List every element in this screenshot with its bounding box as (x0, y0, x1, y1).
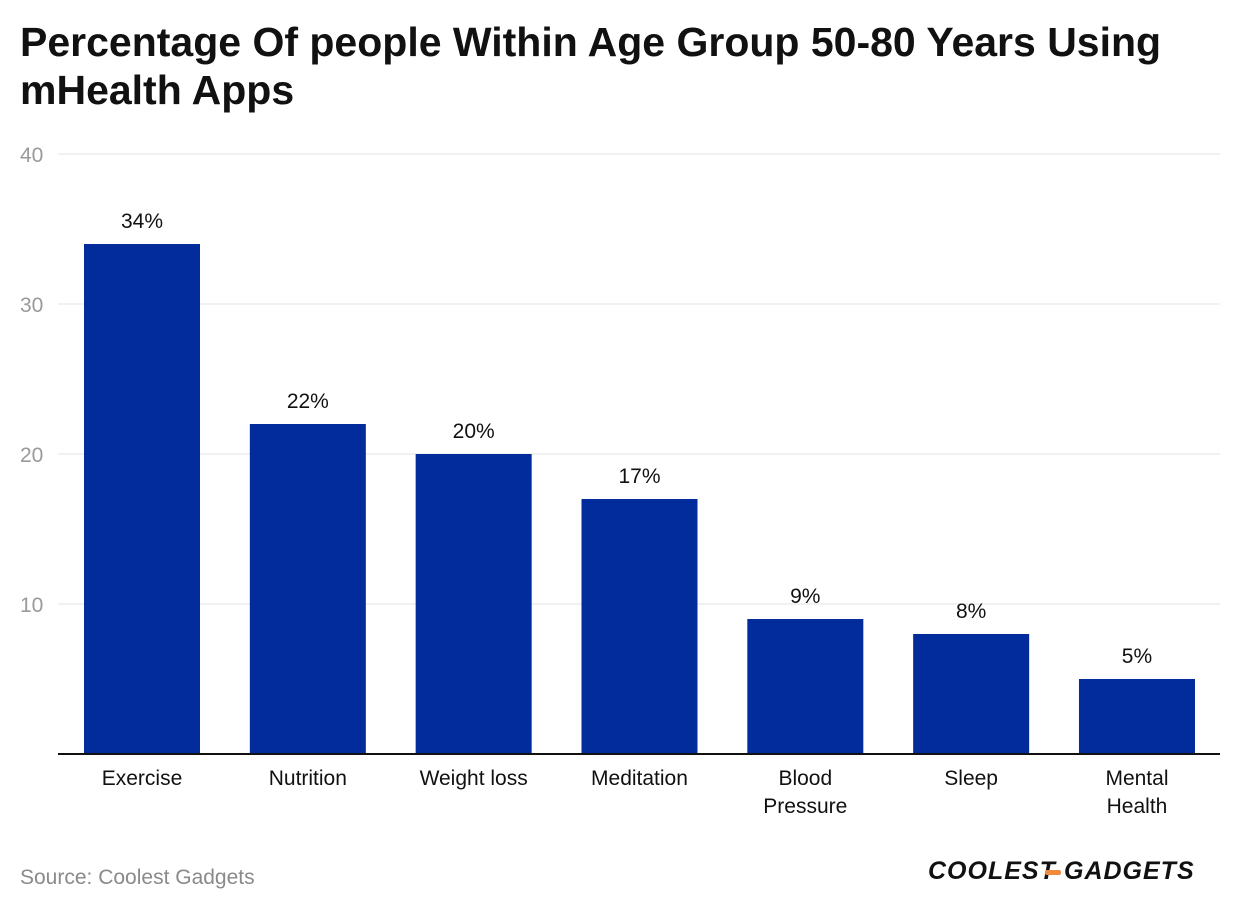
x-tick-label: Sleep (944, 767, 998, 790)
bar (913, 634, 1030, 754)
x-tick-label: Weight loss (420, 767, 528, 790)
logo-text-coolest: COOLEST (928, 857, 1056, 885)
bar (1078, 679, 1195, 754)
y-tick-label: 10 (20, 594, 43, 617)
bar-value-label: 5% (1122, 645, 1152, 668)
x-tick-label: Nutrition (269, 767, 347, 790)
bar-value-label: 34% (121, 210, 163, 233)
bar (581, 499, 698, 754)
y-tick-label: 40 (20, 144, 43, 167)
y-tick-label: 30 (20, 294, 43, 317)
bar-value-label: 20% (453, 420, 495, 443)
bar (84, 244, 200, 754)
bar-value-label: 22% (287, 390, 329, 413)
chart-title: Percentage Of people Within Age Group 50… (20, 19, 1162, 113)
logo-dash (1045, 870, 1061, 875)
bar (249, 424, 366, 754)
x-tick-label: Health (1107, 795, 1168, 818)
source-note: Source: Coolest Gadgets (20, 866, 255, 889)
coolest-gadgets-logo: COOLEST GADGETS (928, 850, 1194, 890)
bar-value-label: 8% (956, 600, 986, 623)
y-tick-label: 20 (20, 444, 43, 467)
bar-value-label: 9% (790, 585, 820, 608)
x-tick-label: Blood (778, 767, 832, 790)
bar (747, 619, 864, 754)
bar (415, 454, 532, 754)
bar-value-label: 17% (618, 465, 660, 488)
x-tick-label: Pressure (763, 795, 847, 818)
x-tick-label: Exercise (102, 767, 183, 790)
logo-text-gadgets: GADGETS (1064, 857, 1195, 885)
x-tick-label: Meditation (591, 767, 688, 790)
x-tick-label: Mental (1105, 767, 1168, 790)
